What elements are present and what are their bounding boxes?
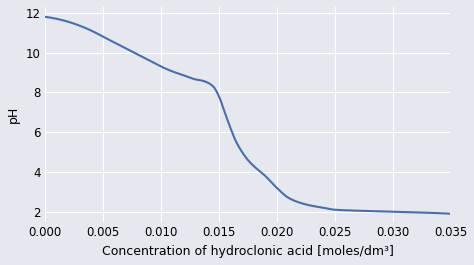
X-axis label: Concentration of hydroclonic acid [moles/dm³]: Concentration of hydroclonic acid [moles… [102,245,394,258]
Y-axis label: pH: pH [7,106,20,123]
